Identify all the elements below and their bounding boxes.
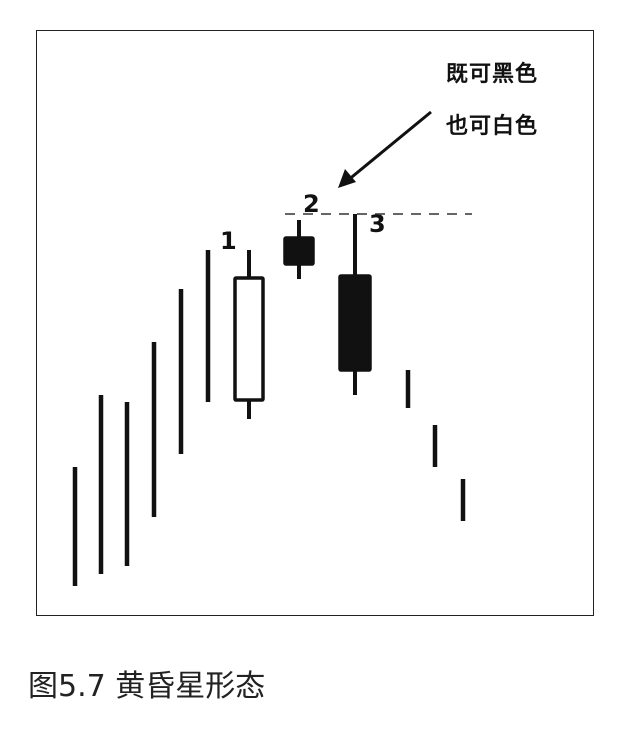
candle-3-body (338, 274, 372, 372)
candle-1 (233, 250, 265, 419)
candles-layer (233, 214, 372, 419)
annotation-arrow (338, 110, 432, 188)
candle-label-2: 2 (303, 190, 320, 218)
bars-layer (72, 250, 466, 586)
candle-1-body (233, 276, 265, 402)
annotation-line-2: 也可白色 (446, 114, 539, 139)
candle-2 (283, 220, 315, 279)
annotation-line-1: 既可黑色 (446, 62, 539, 87)
candle-2-body (283, 236, 315, 266)
candle-label-3: 3 (369, 210, 386, 238)
candle-3 (338, 214, 372, 395)
candle-label-1: 1 (220, 227, 237, 255)
figure-caption: 图5.7 黄昏星形态 (28, 669, 266, 704)
